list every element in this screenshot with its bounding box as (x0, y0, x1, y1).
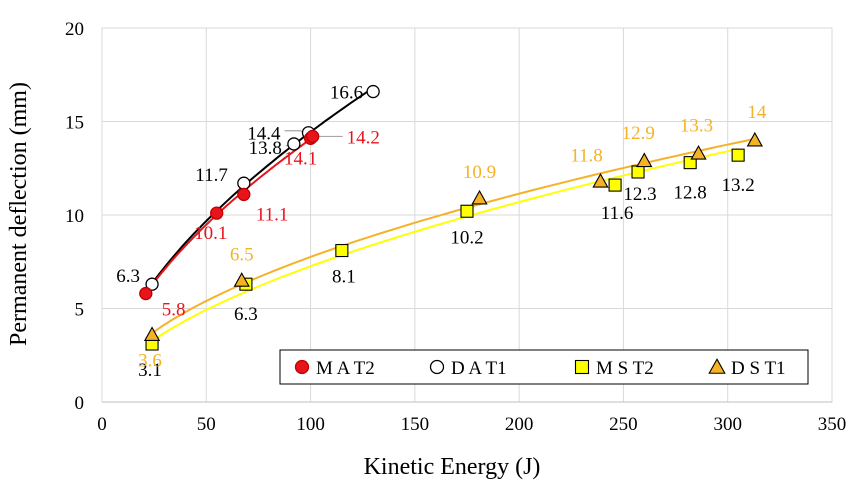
point-d-s-t1 (592, 173, 609, 188)
legend-label: D S T1 (731, 358, 786, 379)
point-d-s-t1 (690, 144, 707, 160)
x-tick-label: 350 (818, 414, 847, 435)
data-label-m-a-t2: 14.1 (284, 148, 317, 169)
point-d-s-t1 (636, 152, 653, 168)
point-m-s-t2 (731, 148, 745, 162)
point-m-s-t2 (631, 165, 645, 179)
legend: M A T2 D A T1 M S T2 D S T1 (279, 349, 809, 385)
legend-marker (708, 358, 726, 374)
data-labels: 5.8 10.1 11.1 14.1 14.2 6.3 11.7 13.814.4 16.6 3.… (116, 83, 767, 381)
legend-label: D A T1 (451, 358, 507, 379)
data-label-m-s-t2: 12.8 (674, 183, 707, 204)
trend-curve-m-a-t2 (144, 136, 314, 295)
x-tick-label: 100 (296, 414, 325, 435)
x-axis-title: Kinetic Energy (J) (364, 454, 541, 480)
legend-entry-m-s-t2: M S T2 (574, 358, 654, 379)
point-m-a-t2 (139, 286, 153, 301)
legend-label: M A T2 (316, 358, 375, 379)
point-d-a-t1 (237, 176, 251, 190)
x-tick-label: 250 (609, 414, 638, 435)
point-d-s-t1 (233, 272, 250, 287)
point-m-a-t2 (210, 206, 224, 220)
point-m-s-t2 (683, 156, 697, 170)
data-label-m-s-t2: 3.1 (138, 360, 162, 381)
data-markers (139, 84, 763, 351)
point-m-a-t2 (306, 129, 320, 144)
point-m-a-t2 (237, 187, 251, 202)
data-label-m-a-t2: 5.8 (162, 300, 186, 321)
point-d-a-t1 (366, 84, 380, 99)
data-label-d-s-t1: 13.3 (680, 115, 713, 136)
x-tick-label: 0 (97, 414, 107, 435)
data-label-d-a-t1: 13.8 (249, 138, 282, 159)
data-label-m-a-t2: 10.1 (194, 223, 227, 244)
data-label-d-s-t1: 3.6 (138, 351, 162, 372)
data-label-d-a-t1: 16.6 (330, 83, 363, 104)
data-label-m-s-t2: 6.3 (234, 304, 258, 325)
legend-entry-d-s-t1: D S T1 (708, 358, 786, 379)
legend-entry-d-a-t1: D A T1 (429, 358, 507, 379)
data-label-m-a-t2: 14.2 (347, 127, 380, 148)
point-m-s-t2 (335, 243, 349, 258)
data-label-m-s-t2: 12.3 (623, 184, 656, 205)
trend-curves (144, 86, 756, 342)
trend-curve-d-s-t1 (151, 137, 756, 334)
point-d-a-t1 (145, 277, 159, 291)
data-label-d-a-t1: 6.3 (116, 266, 140, 287)
y-tick-label: 10 (65, 206, 84, 227)
data-label-d-s-t1: 10.9 (463, 162, 496, 183)
y-tick-label: 5 (75, 300, 85, 321)
tick-labels: 0 50 100 150 200 250 300 350 0 5 10 15 20 (65, 19, 846, 435)
data-label-d-a-t1: 11.7 (195, 165, 228, 186)
data-label-m-s-t2: 11.6 (601, 203, 634, 224)
y-tick-label: 0 (75, 393, 85, 414)
y-tick-label: 20 (65, 19, 84, 40)
y-tick-label: 15 (65, 113, 84, 134)
data-label-d-s-t1: 12.9 (622, 123, 655, 144)
x-tick-label: 200 (505, 414, 534, 435)
data-label-m-a-t2: 11.1 (256, 204, 289, 225)
point-m-s-t2 (460, 204, 474, 218)
point-d-s-t1 (471, 189, 488, 205)
data-label-m-s-t2: 8.1 (332, 267, 356, 288)
point-d-s-t1 (746, 131, 763, 147)
data-label-d-s-t1: 6.5 (230, 244, 254, 265)
y-axis-title: Permanent deflection (mm) (6, 82, 32, 346)
legend-marker (574, 359, 590, 375)
leader-line (284, 130, 305, 134)
x-tick-label: 150 (401, 414, 430, 435)
point-d-s-t1 (143, 326, 161, 341)
x-tick-label: 300 (713, 414, 742, 435)
data-label-d-s-t1: 14 (747, 102, 767, 123)
point-d-a-t1 (287, 137, 301, 151)
legend-label: M S T2 (596, 358, 654, 379)
point-m-s-t2 (608, 178, 622, 192)
data-label-m-s-t2: 13.2 (722, 175, 755, 196)
legend-marker (294, 359, 310, 375)
legend-entry-m-a-t2: M A T2 (294, 358, 375, 379)
data-label-d-s-t1: 11.8 (570, 145, 603, 166)
legend-marker (429, 359, 445, 375)
x-tick-label: 50 (197, 414, 216, 435)
data-label-d-a-t1: 14.4 (247, 124, 281, 145)
trend-curve-d-a-t1 (151, 86, 374, 285)
plot-frame (101, 27, 833, 403)
data-label-m-s-t2: 10.2 (450, 227, 483, 248)
